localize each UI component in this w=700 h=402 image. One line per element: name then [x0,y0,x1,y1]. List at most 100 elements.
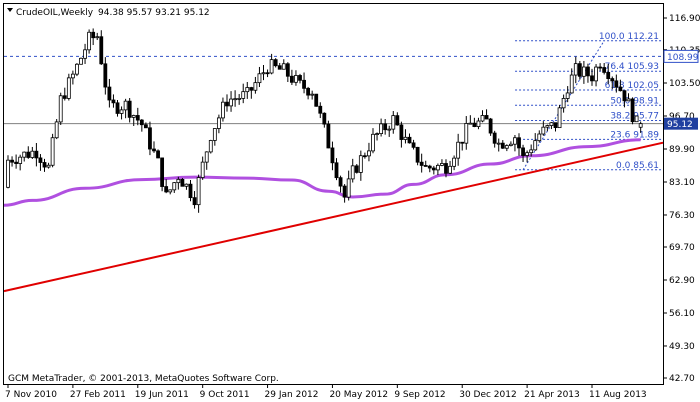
triangle-down-icon[interactable] [7,8,13,12]
candle-bullish [184,183,189,187]
candle-bearish [306,87,311,96]
candle-bearish [135,115,140,121]
candle-bullish [529,149,534,154]
candle-bearish [289,75,294,83]
fib-level-label: 61.8 102.05 [605,81,659,91]
plot-frame [3,3,664,385]
candle-bearish [342,185,347,198]
y-tick-label: 76.30 [669,211,695,221]
candle-bullish [196,177,201,206]
candle-bullish [123,100,128,111]
candle-bullish [350,165,355,180]
candle-bearish [103,63,108,88]
candle-bullish [549,122,554,126]
candle-bullish [168,189,173,193]
candle-bearish [38,157,43,163]
candle-bearish [484,115,489,120]
x-tick-label: 21 Apr 2013 [524,390,580,400]
candle-bullish [176,178,181,184]
candle-bearish [395,115,400,126]
candle-bearish [431,167,436,171]
candle-bearish [383,123,388,131]
candle-bearish [521,147,525,156]
candle-bearish [164,186,169,193]
candle-bullish [440,163,444,166]
candle-bearish [273,59,278,67]
candle-bullish [22,151,27,158]
candle-bearish [192,197,197,206]
candle-bearish [399,124,404,140]
candle-bullish [638,123,643,128]
candle-bullish [379,123,384,135]
candle-bullish [204,151,209,163]
y-tick-label: 83.10 [669,178,695,188]
candle-bullish [435,164,440,171]
candle-bearish [419,161,424,166]
candle-bullish [448,165,452,174]
fib-level-label: 76.4 105.93 [605,62,659,72]
candle-bearish [107,86,112,101]
candle-bullish [594,66,598,82]
marker-price-label: 108.99 [667,53,699,63]
candle-bearish [26,151,31,158]
candle-bullish [261,72,266,75]
y-tick-label: 56.10 [669,309,695,319]
candle-bearish [423,165,428,167]
x-tick-label: 7 Nov 2010 [5,390,57,400]
time-axis: 7 Nov 2010 27 Feb 2011 19 Jun 2011 9 Oct 20… [5,384,647,400]
candle-bearish [265,72,270,75]
candle-bearish [62,95,67,99]
candle-bearish [500,142,505,149]
x-tick-label: 27 Feb 2011 [70,390,126,400]
candle-bullish [391,115,396,130]
chart-ohlc: 94.38 95.57 93.21 95.12 [98,8,210,18]
candle-bullish [269,59,274,74]
candle-bearish [411,142,416,148]
candle-bullish [245,87,250,93]
candle-bullish [18,156,23,164]
y-tick-label: 69.70 [669,243,695,253]
x-tick-label: 30 Dec 2012 [459,390,517,400]
candle-bullish [58,95,63,123]
candle-bullish [257,73,262,84]
candle-bearish [10,159,14,163]
candle-bullish [513,137,517,145]
candle-bullish [66,77,71,99]
candle-bullish [533,140,538,151]
candle-bullish [87,31,92,51]
candle-bearish [249,87,254,91]
candle-bullish [525,152,530,156]
candle-bullish [476,120,481,127]
candle-bullish [83,49,87,59]
candle-bearish [91,31,96,39]
candle-bullish [75,63,79,75]
fib-level-label: 100.0 112.21 [599,32,659,42]
candle-bearish [314,93,319,107]
candle-bullish [50,137,55,166]
candle-bullish [508,143,513,146]
candle-bearish [577,63,582,77]
candle-bearish [143,124,148,129]
candle-bearish [99,36,104,65]
candle-bearish [517,137,521,149]
moving-average-layer [3,138,641,207]
candle-bullish [6,159,10,188]
candle-bearish [322,112,327,125]
candle-bearish [338,177,343,187]
fib-level-label: 0.0 85.61 [616,161,659,171]
copyright-text: GCM MetaTrader, © 2001-2013, MetaQuotes … [8,374,279,384]
candle-bearish [160,157,165,187]
candle-bullish [464,123,469,144]
x-tick-label: 9 Oct 2011 [200,390,250,400]
candle-bullish [480,115,485,122]
candle-bullish [358,155,363,173]
candle-bullish [565,92,570,99]
x-tick-label: 9 Sep 2012 [394,390,445,400]
candle-bearish [586,66,590,77]
candle-bearish [630,98,635,123]
candle-bearish [488,118,493,134]
candle-bearish [139,119,144,126]
fib-level-label: 23.6 91.89 [610,130,659,140]
candle-bullish [626,98,631,102]
